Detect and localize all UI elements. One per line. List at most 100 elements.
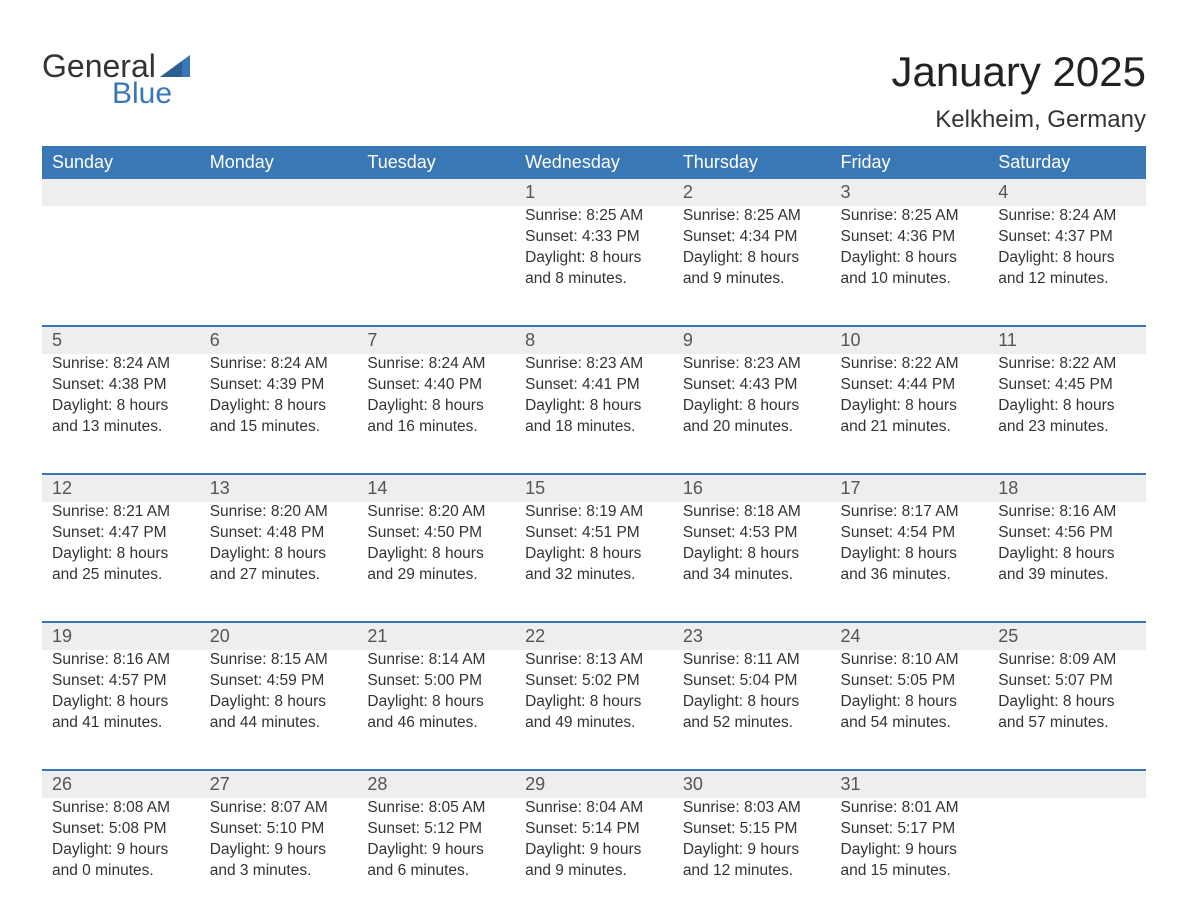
day-detail-line: Sunset: 5:15 PM (683, 819, 821, 840)
day-detail-line: and 41 minutes. (52, 713, 190, 734)
day-detail-line: Sunset: 4:44 PM (841, 375, 979, 396)
day-detail-line: Daylight: 8 hours (525, 396, 663, 417)
day-detail-line: and 27 minutes. (210, 565, 348, 586)
day-detail-line: Sunset: 4:37 PM (998, 227, 1136, 248)
header: General Blue January 2025 Kelkheim, Germ… (42, 48, 1146, 134)
day-detail-line: and 13 minutes. (52, 417, 190, 438)
day-detail-line: Sunrise: 8:08 AM (52, 798, 190, 819)
day-detail-line: Daylight: 8 hours (841, 544, 979, 565)
day-number: 24 (831, 622, 989, 650)
day-cell: Sunrise: 8:22 AMSunset: 4:45 PMDaylight:… (988, 354, 1146, 474)
day-detail-line: Sunset: 4:41 PM (525, 375, 663, 396)
day-number: 1 (515, 179, 673, 206)
day-cell: Sunrise: 8:18 AMSunset: 4:53 PMDaylight:… (673, 502, 831, 622)
day-detail-line: Sunrise: 8:25 AM (525, 206, 663, 227)
day-detail-line: Daylight: 9 hours (683, 840, 821, 861)
day-detail-line: Daylight: 9 hours (210, 840, 348, 861)
day-detail-line: Sunrise: 8:05 AM (367, 798, 505, 819)
day-detail-line: Sunrise: 8:21 AM (52, 502, 190, 523)
day-detail-line: Sunrise: 8:07 AM (210, 798, 348, 819)
day-header: Friday (831, 146, 989, 179)
day-detail-line: Sunrise: 8:20 AM (367, 502, 505, 523)
day-number: 5 (42, 326, 200, 354)
day-detail-line: Daylight: 9 hours (841, 840, 979, 861)
day-number: 6 (200, 326, 358, 354)
day-detail-line: and 23 minutes. (998, 417, 1136, 438)
day-cell: Sunrise: 8:04 AMSunset: 5:14 PMDaylight:… (515, 798, 673, 918)
day-detail-line: and 6 minutes. (367, 861, 505, 882)
day-detail-line: and 49 minutes. (525, 713, 663, 734)
day-detail-line: Daylight: 8 hours (525, 248, 663, 269)
day-cell: Sunrise: 8:13 AMSunset: 5:02 PMDaylight:… (515, 650, 673, 770)
day-detail-line: and 12 minutes. (998, 269, 1136, 290)
day-number: 18 (988, 474, 1146, 502)
day-number: 8 (515, 326, 673, 354)
day-detail-line: Sunrise: 8:18 AM (683, 502, 821, 523)
day-cell: Sunrise: 8:24 AMSunset: 4:40 PMDaylight:… (357, 354, 515, 474)
day-header: Thursday (673, 146, 831, 179)
day-detail-line: Sunset: 5:17 PM (841, 819, 979, 840)
day-header: Monday (200, 146, 358, 179)
day-detail-line: Daylight: 8 hours (525, 544, 663, 565)
day-cell: Sunrise: 8:01 AMSunset: 5:17 PMDaylight:… (831, 798, 989, 918)
day-detail-line: Sunrise: 8:23 AM (683, 354, 821, 375)
day-detail-line: Sunrise: 8:15 AM (210, 650, 348, 671)
day-detail-line: Daylight: 8 hours (683, 396, 821, 417)
day-detail-line: Sunset: 4:57 PM (52, 671, 190, 692)
day-detail-line: Sunset: 4:45 PM (998, 375, 1136, 396)
day-detail-line: Sunset: 4:33 PM (525, 227, 663, 248)
day-detail-line: Sunset: 4:54 PM (841, 523, 979, 544)
day-cell: Sunrise: 8:08 AMSunset: 5:08 PMDaylight:… (42, 798, 200, 918)
day-cell: Sunrise: 8:11 AMSunset: 5:04 PMDaylight:… (673, 650, 831, 770)
day-detail-line: Daylight: 8 hours (52, 692, 190, 713)
day-detail-line: Sunset: 4:50 PM (367, 523, 505, 544)
day-detail-line: Daylight: 8 hours (841, 396, 979, 417)
day-detail-line: Sunset: 4:43 PM (683, 375, 821, 396)
day-detail-line: Sunrise: 8:24 AM (210, 354, 348, 375)
day-number: 7 (357, 326, 515, 354)
day-detail-line: Daylight: 9 hours (52, 840, 190, 861)
day-detail-line: Daylight: 8 hours (367, 692, 505, 713)
week-content-row: Sunrise: 8:21 AMSunset: 4:47 PMDaylight:… (42, 502, 1146, 622)
day-cell: Sunrise: 8:14 AMSunset: 5:00 PMDaylight:… (357, 650, 515, 770)
day-detail-line: Sunset: 4:56 PM (998, 523, 1136, 544)
day-detail-line: and 15 minutes. (841, 861, 979, 882)
day-detail-line: Sunset: 4:59 PM (210, 671, 348, 692)
week-content-row: Sunrise: 8:08 AMSunset: 5:08 PMDaylight:… (42, 798, 1146, 918)
calendar-table: SundayMondayTuesdayWednesdayThursdayFrid… (42, 146, 1146, 918)
day-detail-line: and 20 minutes. (683, 417, 821, 438)
day-number (988, 770, 1146, 798)
day-number: 16 (673, 474, 831, 502)
day-detail-line: Daylight: 8 hours (841, 248, 979, 269)
day-number: 2 (673, 179, 831, 206)
day-number: 29 (515, 770, 673, 798)
week-daynum-row: 12131415161718 (42, 474, 1146, 502)
day-detail-line: Sunrise: 8:20 AM (210, 502, 348, 523)
day-cell: Sunrise: 8:20 AMSunset: 4:48 PMDaylight:… (200, 502, 358, 622)
day-detail-line: Sunrise: 8:24 AM (52, 354, 190, 375)
day-detail-line: and 3 minutes. (210, 861, 348, 882)
day-header-row: SundayMondayTuesdayWednesdayThursdayFrid… (42, 146, 1146, 179)
brand-flag-icon (160, 55, 190, 77)
day-detail-line: and 52 minutes. (683, 713, 821, 734)
day-detail-line: Daylight: 8 hours (998, 544, 1136, 565)
day-detail-line: Sunset: 5:04 PM (683, 671, 821, 692)
day-detail-line: and 44 minutes. (210, 713, 348, 734)
day-detail-line: and 54 minutes. (841, 713, 979, 734)
brand-word-2: Blue (112, 77, 190, 111)
day-detail-line: and 12 minutes. (683, 861, 821, 882)
day-detail-line: Sunrise: 8:23 AM (525, 354, 663, 375)
week-daynum-row: 262728293031 (42, 770, 1146, 798)
day-header: Wednesday (515, 146, 673, 179)
day-number: 10 (831, 326, 989, 354)
day-detail-line: Sunrise: 8:11 AM (683, 650, 821, 671)
day-detail-line: Sunrise: 8:24 AM (367, 354, 505, 375)
day-cell (988, 798, 1146, 918)
day-detail-line: Sunrise: 8:04 AM (525, 798, 663, 819)
day-detail-line: Sunrise: 8:22 AM (998, 354, 1136, 375)
day-detail-line: Sunset: 4:34 PM (683, 227, 821, 248)
title-block: January 2025 Kelkheim, Germany (891, 48, 1146, 134)
week-daynum-row: 567891011 (42, 326, 1146, 354)
day-detail-line: and 9 minutes. (683, 269, 821, 290)
day-detail-line: Sunset: 5:14 PM (525, 819, 663, 840)
